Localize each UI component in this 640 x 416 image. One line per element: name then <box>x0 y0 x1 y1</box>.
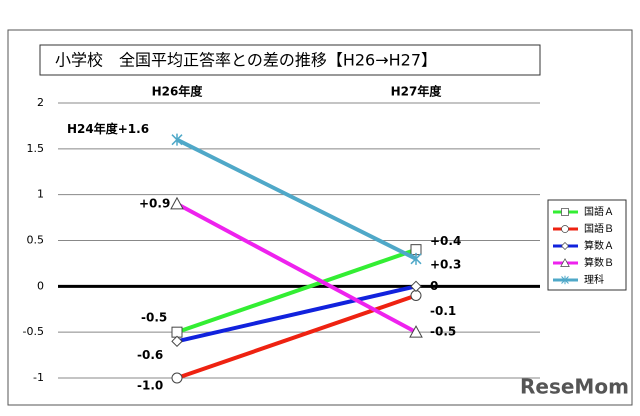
marker <box>410 280 422 293</box>
legend-marker <box>561 225 569 233</box>
data-label: +0.4 <box>430 234 461 248</box>
x-tick-label: H27年度 <box>391 84 443 99</box>
y-tick-label: 2 <box>37 96 44 109</box>
y-tick-label: 0 <box>37 279 44 292</box>
y-tick-label: -1 <box>33 371 44 384</box>
y-tick-label: -0.5 <box>23 325 44 338</box>
legend-marker <box>561 208 569 216</box>
legend-marker <box>560 258 570 267</box>
marker <box>171 335 183 348</box>
marker <box>410 252 422 265</box>
data-label: -1.0 <box>137 379 163 393</box>
y-tick-label: 1.5 <box>27 142 45 155</box>
legend-label: 理科 <box>584 273 604 286</box>
title-box <box>39 44 541 76</box>
marker <box>170 196 184 210</box>
data-label: -0.5 <box>430 325 456 339</box>
data-label: +0.9 <box>139 196 170 210</box>
legend-label: 国語Ａ <box>584 205 614 218</box>
marker <box>171 372 183 384</box>
marker <box>409 325 423 338</box>
data-label: H24年度+1.6 <box>67 121 149 136</box>
series-line <box>176 284 417 344</box>
marker <box>171 133 183 146</box>
y-tick-label: 1 <box>37 188 44 201</box>
chart-title: 小学校 全国平均正答率との差の推移【H26→H27】 <box>55 51 437 70</box>
data-label: -0.1 <box>430 304 456 318</box>
legend-marker <box>561 242 569 250</box>
series-line <box>176 137 417 261</box>
data-label: -0.5 <box>141 311 167 325</box>
y-tick-label: 0.5 <box>27 234 45 247</box>
frame <box>7 29 633 406</box>
legend-label: 算数Ｂ <box>584 256 614 269</box>
series-line <box>176 247 417 335</box>
legend-marker <box>561 275 569 285</box>
legend-label: 算数Ａ <box>584 239 614 252</box>
series-line <box>176 202 417 334</box>
data-label: -0.6 <box>137 348 163 362</box>
legend-label: 国語Ｂ <box>584 222 614 235</box>
x-tick-label: H26年度 <box>152 84 204 99</box>
data-label: 0 <box>430 279 438 293</box>
data-label: +0.3 <box>430 257 461 271</box>
